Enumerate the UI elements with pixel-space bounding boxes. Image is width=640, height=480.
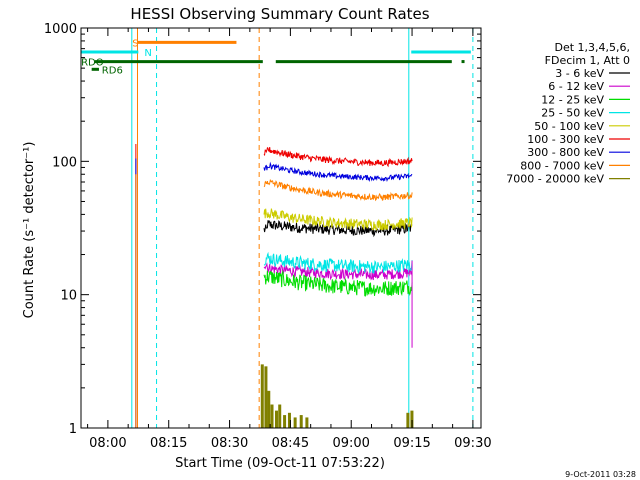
series-line-4	[263, 208, 413, 231]
chart-title: HESSI Observing Summary Count Rates	[130, 5, 429, 23]
y-axis-label: Count Rate (s⁻¹ detector⁻¹)	[22, 142, 37, 319]
series-bar-highband-12	[410, 410, 414, 428]
flag-label-rd6: RD6	[102, 65, 123, 76]
legend-label-5: 100 - 300 keV	[527, 133, 604, 146]
legend-label-7: 800 - 7000 keV	[520, 159, 604, 172]
legend: Det 1,3,4,5,6, FDecim 1, Att 0 3 - 6 keV…	[506, 41, 630, 186]
series-bar-highband-2	[267, 390, 271, 428]
y-tick-label-2: 100	[52, 155, 77, 170]
x-tick-label-3: 08:45	[272, 436, 309, 451]
y-tick-label-3: 1000	[44, 22, 77, 37]
series-bar-highband-4	[274, 410, 278, 428]
series-line-5	[263, 146, 413, 168]
series-bar-highband-7	[287, 412, 291, 428]
legend-label-3: 25 - 50 keV	[541, 107, 604, 120]
flag-label-rdo: RDO	[81, 58, 104, 69]
legend-header-2: FDecim 1, Att 0	[545, 54, 630, 67]
x-tick-label-6: 09:30	[454, 436, 491, 451]
series-line-3	[263, 251, 413, 275]
axis-layer: 08:00 08:15 08:30 08:45 09:00 09:15 09:30 1 10 10…	[44, 22, 492, 451]
legend-label-6: 300 - 800 keV	[527, 146, 604, 159]
series-bar-highband-9	[299, 415, 303, 428]
x-tick-label-0: 08:00	[89, 436, 126, 451]
series-bar-highband-11	[406, 412, 410, 428]
x-tick-label-1: 08:15	[150, 436, 187, 451]
y-tick-label-0: 1	[69, 422, 77, 437]
series-bar-highband-3	[270, 404, 274, 428]
legend-label-1: 6 - 12 keV	[548, 80, 604, 93]
series-bar-highband-0	[260, 364, 264, 428]
y-tick-label-1: 10	[60, 289, 77, 304]
legend-label-8: 7000 - 20000 keV	[506, 173, 604, 186]
series-line-6	[263, 161, 413, 183]
flag-label-s: S	[132, 38, 138, 49]
series-bar-highband-8	[293, 417, 297, 428]
series-line-0	[263, 219, 413, 238]
flag-label-n: N	[144, 48, 151, 59]
x-axis-label: Start Time (09-Oct-11 07:53:22)	[175, 456, 385, 471]
legend-header-1: Det 1,3,4,5,6,	[554, 41, 630, 54]
legend-label-4: 50 - 100 keV	[534, 120, 604, 133]
legend-label-2: 12 - 25 keV	[541, 93, 604, 106]
series-bar-highband-6	[283, 415, 287, 428]
series-line-7	[263, 178, 413, 202]
series-line-2	[263, 269, 413, 297]
series-bar-highband-5	[278, 404, 282, 428]
footer-date: 9-Oct-2011 03:28	[565, 470, 636, 479]
flag-dot-rdo	[461, 60, 465, 64]
plot-frame	[80, 27, 482, 429]
x-tick-label-5: 09:15	[393, 436, 430, 451]
series-bar-highband-1	[264, 366, 268, 428]
series-line-1	[263, 262, 413, 281]
series-bar-highband-10	[305, 417, 309, 428]
x-tick-label-2: 08:30	[211, 436, 248, 451]
legend-label-0: 3 - 6 keV	[555, 67, 604, 80]
x-tick-label-4: 09:00	[332, 436, 369, 451]
